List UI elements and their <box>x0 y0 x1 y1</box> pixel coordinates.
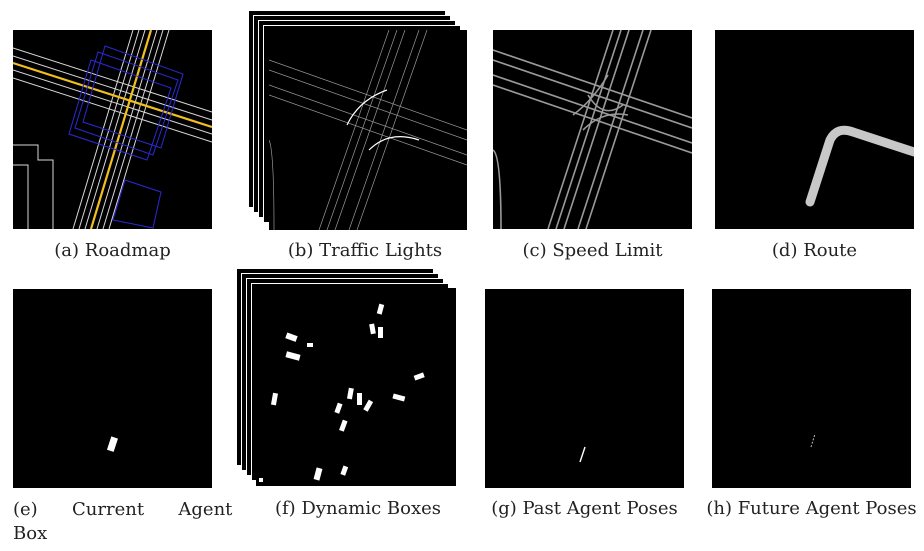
past-agent-poses-panel <box>485 289 684 488</box>
caption-future-agent-poses: (h) Future Agent Poses <box>706 498 917 519</box>
caption-roadmap: (a) Roadmap <box>54 240 171 261</box>
caption-route: (d) Route <box>771 240 858 261</box>
caption-current-agent-box-line2: Box <box>13 523 48 544</box>
traffic-lights-stack <box>248 10 468 232</box>
speed-limit-panel <box>493 30 692 229</box>
roadmap-panel <box>13 30 212 229</box>
caption-past-agent-poses: (g) Past Agent Poses <box>491 498 678 519</box>
caption-current-agent-box: (e) Current Agent Box <box>13 498 233 546</box>
caption-speed-limit: (c) Speed Limit <box>522 240 663 261</box>
dynamic-boxes-stack <box>236 268 458 490</box>
traffic-lights-panel <box>269 30 467 230</box>
route-panel <box>715 30 914 229</box>
caption-dynamic-boxes: (f) Dynamic Boxes <box>274 498 442 519</box>
caption-current-agent-box-line1: (e) Current Agent <box>13 499 233 520</box>
future-agent-poses-panel <box>712 289 911 488</box>
current-agent-box-panel <box>13 289 212 488</box>
caption-traffic-lights: (b) Traffic Lights <box>287 240 443 261</box>
dynamic-boxes-panel <box>256 288 456 486</box>
